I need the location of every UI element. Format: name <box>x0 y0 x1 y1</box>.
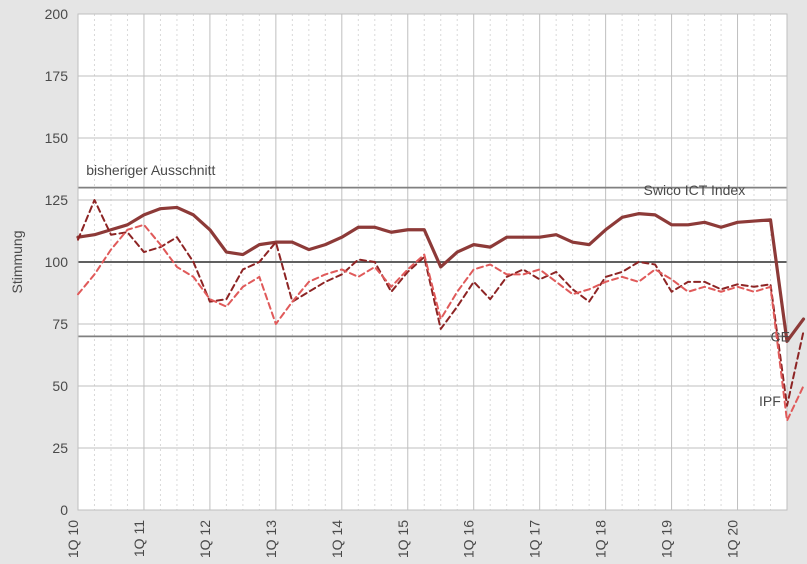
y-axis-label: Stimmung <box>9 230 25 293</box>
x-tick-label: 1Q 12 <box>197 520 213 558</box>
y-tick-label: 100 <box>45 254 69 270</box>
y-tick-label: 125 <box>45 192 69 208</box>
y-tick-label: 175 <box>45 68 69 84</box>
x-tick-label: 1Q 15 <box>395 520 411 558</box>
x-tick-label: 1Q 11 <box>131 520 147 557</box>
series-label-swico-ict-index: Swico ICT Index <box>644 182 746 198</box>
series-label-ce: CE <box>771 328 790 344</box>
line-chart: 0 25 50 75 100 125 150 175 200 Swico ICT Index CE I… <box>0 0 807 564</box>
y-tick-label: 25 <box>52 440 68 456</box>
chart-container: 0 25 50 75 100 125 150 175 200 Swico ICT Index CE I… <box>0 0 807 564</box>
x-tick-label: 1Q 20 <box>725 520 741 558</box>
y-tick-label: 0 <box>60 502 68 518</box>
x-tick-label: 1Q 16 <box>461 520 477 558</box>
x-tick-label: 1Q 18 <box>593 520 609 558</box>
x-tick-label: 1Q 14 <box>329 520 345 558</box>
x-tick-label: 1Q 17 <box>527 520 543 558</box>
x-tick-label: 1Q 10 <box>65 520 81 558</box>
series-label-ipf: IPF <box>759 393 781 409</box>
y-tick-label: 200 <box>45 6 69 22</box>
x-tick-label: 1Q 19 <box>659 520 675 558</box>
y-tick-label: 50 <box>52 378 68 394</box>
y-tick-label: 150 <box>45 130 69 146</box>
annotation-text: bisheriger Ausschnitt <box>86 162 215 178</box>
y-tick-label: 75 <box>52 316 68 332</box>
x-tick-label: 1Q 13 <box>263 520 279 558</box>
